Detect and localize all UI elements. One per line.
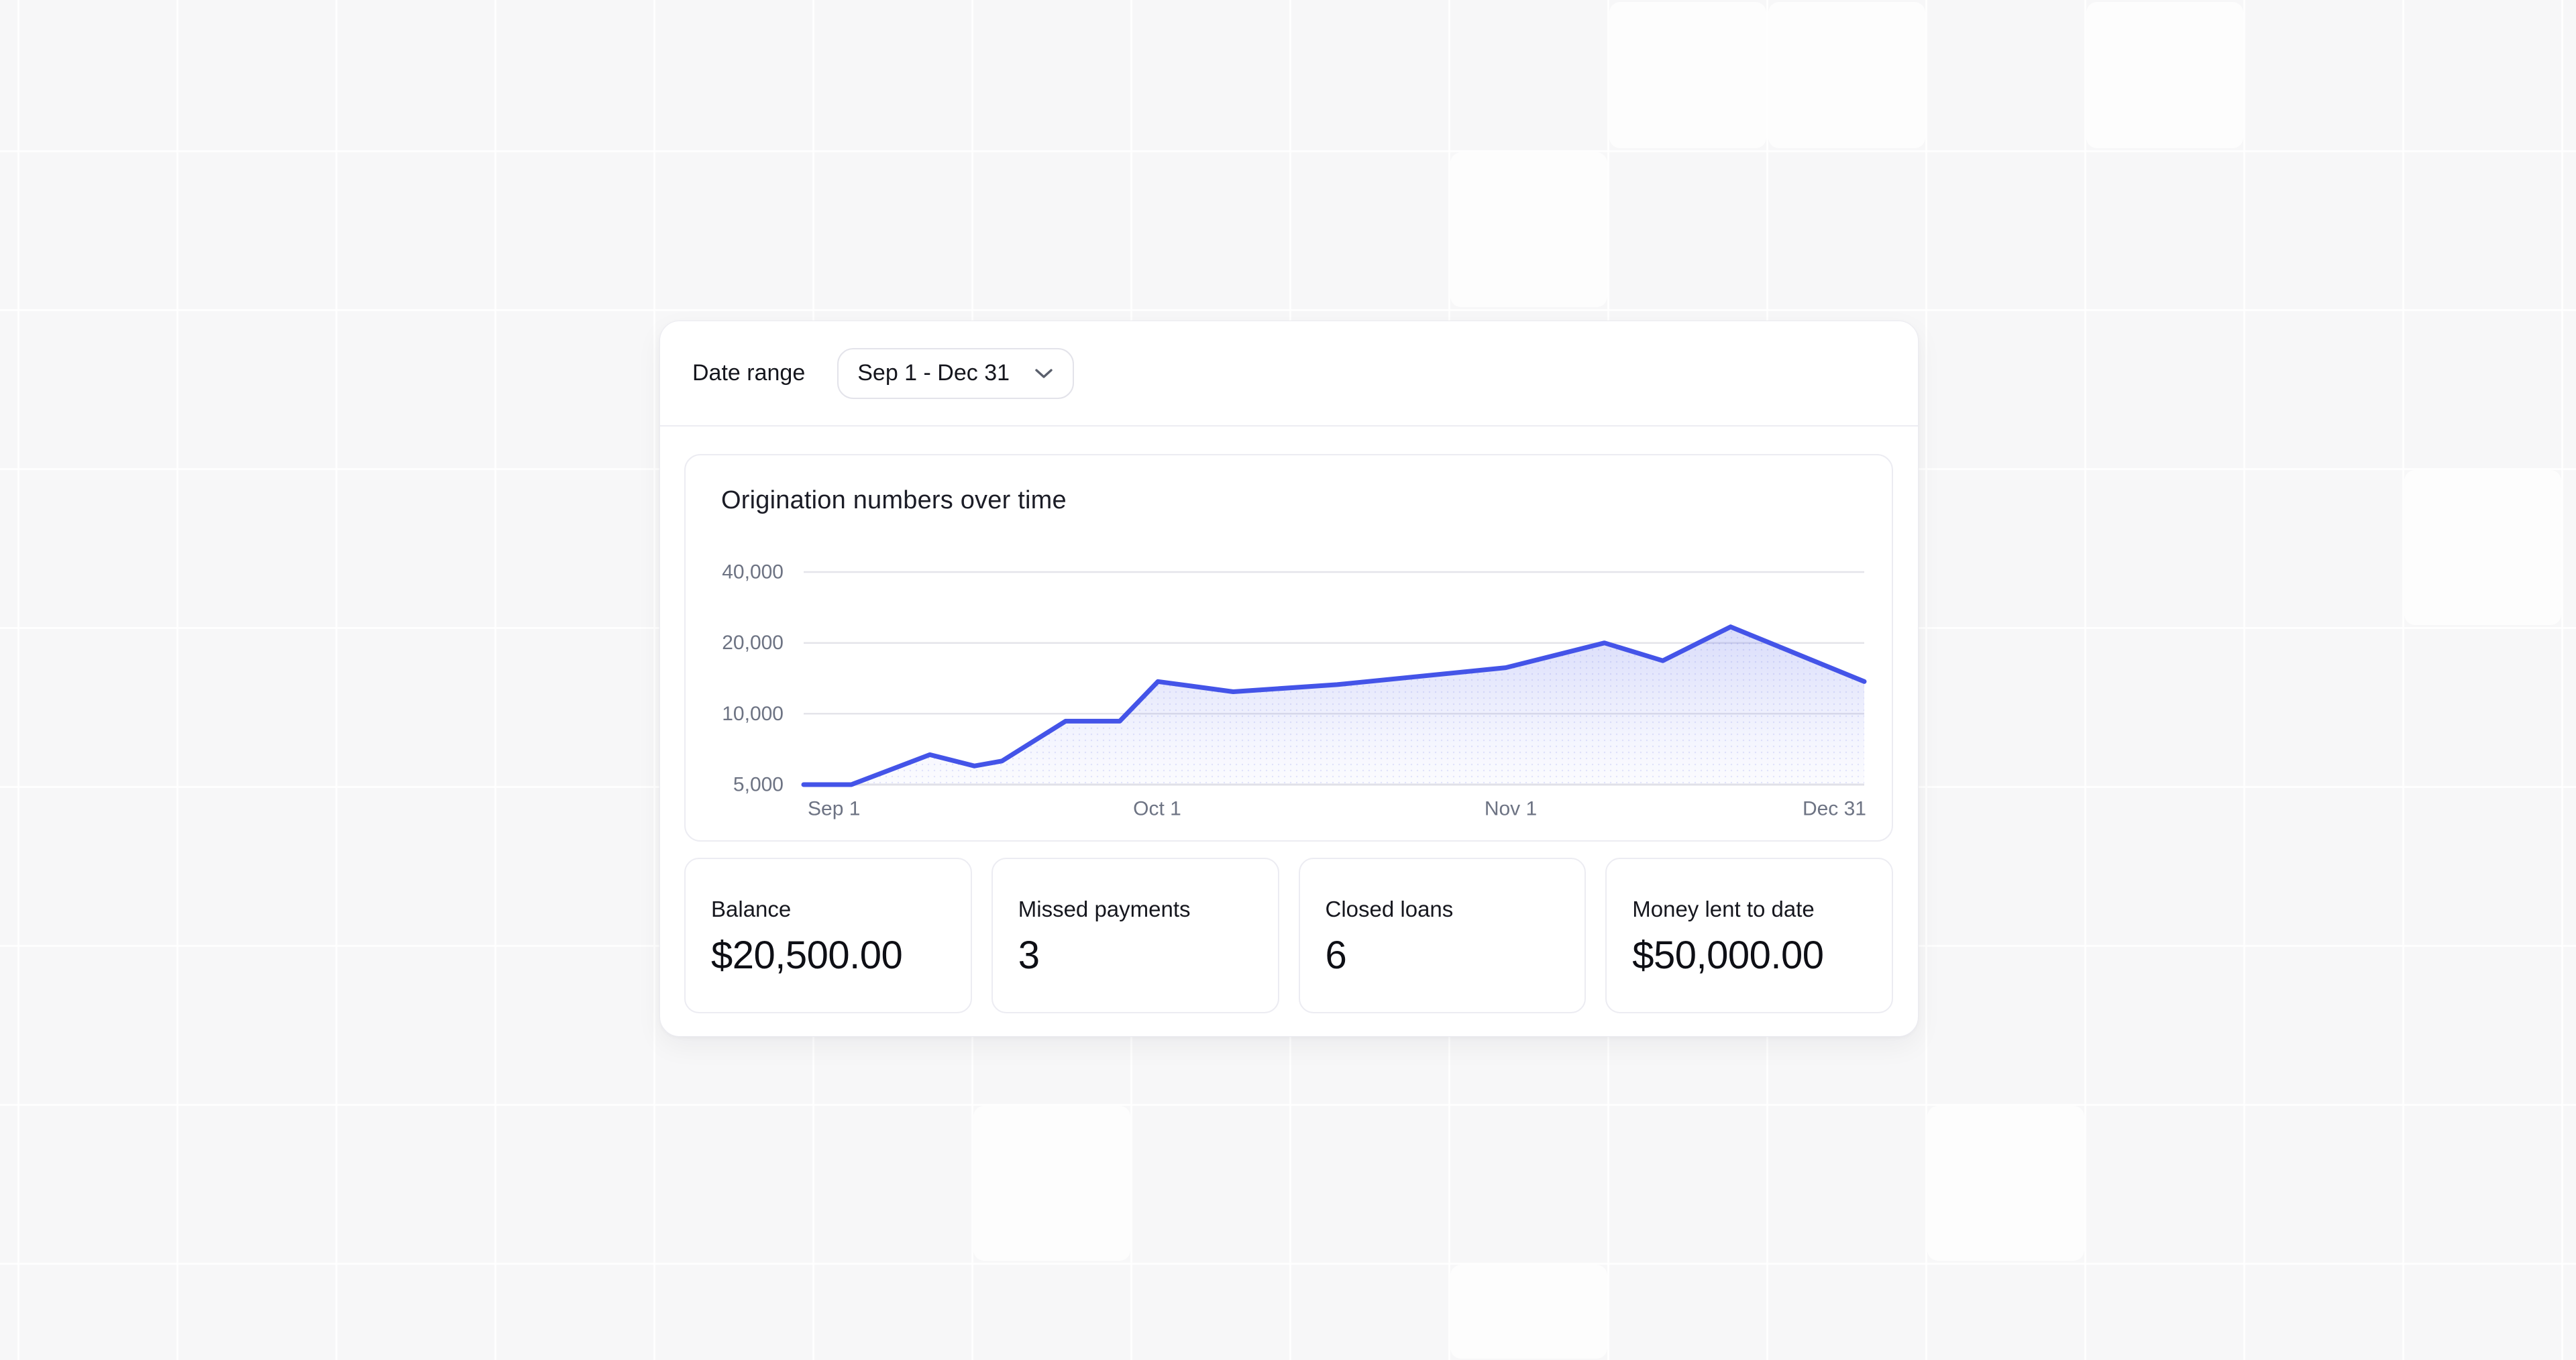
svg-text:Nov 1: Nov 1 <box>1485 798 1537 820</box>
stat-value: 6 <box>1325 933 1347 977</box>
stat-value: $50,000.00 <box>1632 933 1824 977</box>
background-grid-cell <box>1450 152 1607 307</box>
stat-card-money-lent: Money lent to date $50,000.00 <box>1605 858 1893 1013</box>
svg-text:Sep 1: Sep 1 <box>808 798 860 820</box>
stat-value: 3 <box>1018 933 1040 977</box>
stat-label: Closed loans <box>1325 897 1454 921</box>
stat-label: Money lent to date <box>1632 897 1815 921</box>
stat-label: Missed payments <box>1018 897 1191 921</box>
background-grid-cell <box>2086 2 2243 148</box>
svg-text:10,000: 10,000 <box>722 703 784 725</box>
svg-text:Dec 31: Dec 31 <box>1803 798 1866 820</box>
svg-text:Oct 1: Oct 1 <box>1133 798 1181 820</box>
stats-row: Balance $20,500.00 Missed payments 3 Clo… <box>684 858 1893 1013</box>
chart-title: Origination numbers over time <box>721 486 1067 514</box>
stat-card-closed-loans: Closed loans 6 <box>1298 858 1587 1013</box>
chart-card: Origination numbers over time 40,000 20,0… <box>684 454 1893 842</box>
background-grid-cell <box>1450 1265 1607 1359</box>
background-grid-cell <box>1927 1106 2084 1261</box>
originations-line-chart: 40,000 20,000 10,000 5,000 Sep 1 Oct 1 Nov 1 De… <box>722 561 1867 820</box>
svg-text:40,000: 40,000 <box>722 561 784 583</box>
chevron-down-icon <box>1035 368 1053 378</box>
date-range-selected-value: Sep 1 - Dec 31 <box>857 360 1010 386</box>
date-range-header: Date range Sep 1 - Dec 31 <box>660 321 1918 425</box>
divider <box>660 425 1918 427</box>
background-grid-cell <box>973 1106 1130 1261</box>
date-range-label: Date range <box>692 360 806 386</box>
background-grid-cell <box>2404 470 2561 625</box>
svg-text:20,000: 20,000 <box>722 632 784 654</box>
date-range-select[interactable]: Sep 1 - Dec 31 <box>837 347 1075 399</box>
background-grid-cell <box>1768 2 1925 148</box>
svg-text:5,000: 5,000 <box>733 774 784 796</box>
stat-value: $20,500.00 <box>711 933 903 977</box>
stat-label: Balance <box>711 897 792 921</box>
stat-card-balance: Balance $20,500.00 <box>684 858 972 1013</box>
background-grid-cell <box>1609 2 1766 148</box>
dashboard-panel: Date range Sep 1 - Dec 31 Origination nu… <box>659 321 1919 1037</box>
stat-card-missed-payments: Missed payments 3 <box>991 858 1279 1013</box>
